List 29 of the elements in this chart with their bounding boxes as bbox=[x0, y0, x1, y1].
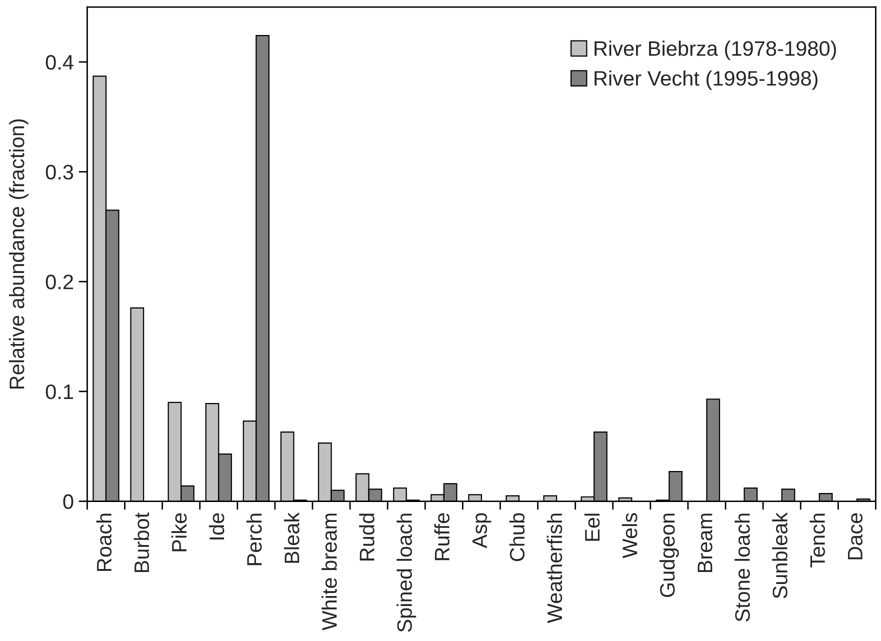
y-tick-label: 0.4 bbox=[46, 54, 74, 70]
x-tick-label: Bream bbox=[698, 514, 712, 572]
x-tick-label: Stone loach bbox=[734, 514, 750, 622]
x-tick-label: Chub bbox=[509, 513, 525, 562]
x-tick-label: White bream bbox=[322, 514, 337, 630]
x-tick-label: Sunbleak bbox=[772, 512, 788, 598]
x-tick-label: Tench bbox=[810, 514, 825, 568]
x-tick-label: Ruffe bbox=[434, 513, 450, 560]
x-tick-label: Asp bbox=[472, 513, 492, 548]
legend-label: River Biebrza (1978-1980) bbox=[594, 40, 836, 60]
y-tick-label: 0.2 bbox=[46, 274, 73, 290]
y-tick-label: 0 bbox=[63, 494, 74, 510]
x-tick-label: Wels bbox=[622, 513, 638, 558]
x-tick-label: Weatherfish bbox=[546, 514, 562, 624]
y-tick-label: 0.3 bbox=[46, 164, 74, 180]
x-tick-label: Gudgeon bbox=[659, 514, 679, 598]
x-tick-label: Perch bbox=[246, 514, 262, 566]
y-axis-title: Relative abundance (fraction) bbox=[8, 119, 28, 389]
x-tick-label: Dace bbox=[848, 513, 863, 560]
x-tick-label: Roach bbox=[96, 514, 112, 571]
y-tick-label: 0.1 bbox=[46, 384, 74, 400]
x-tick-label: Ide bbox=[208, 513, 224, 540]
x-tick-label: Pike bbox=[171, 513, 187, 552]
x-tick-label: Bleak bbox=[284, 512, 300, 563]
x-tick-label: Eel bbox=[584, 514, 600, 541]
legend-label: River Vecht (1995-1998) bbox=[594, 70, 818, 90]
x-tick-label: Burbot bbox=[134, 512, 150, 572]
x-tick-label: Rudd bbox=[359, 514, 374, 560]
x-tick-label: Spined loach bbox=[396, 514, 416, 632]
